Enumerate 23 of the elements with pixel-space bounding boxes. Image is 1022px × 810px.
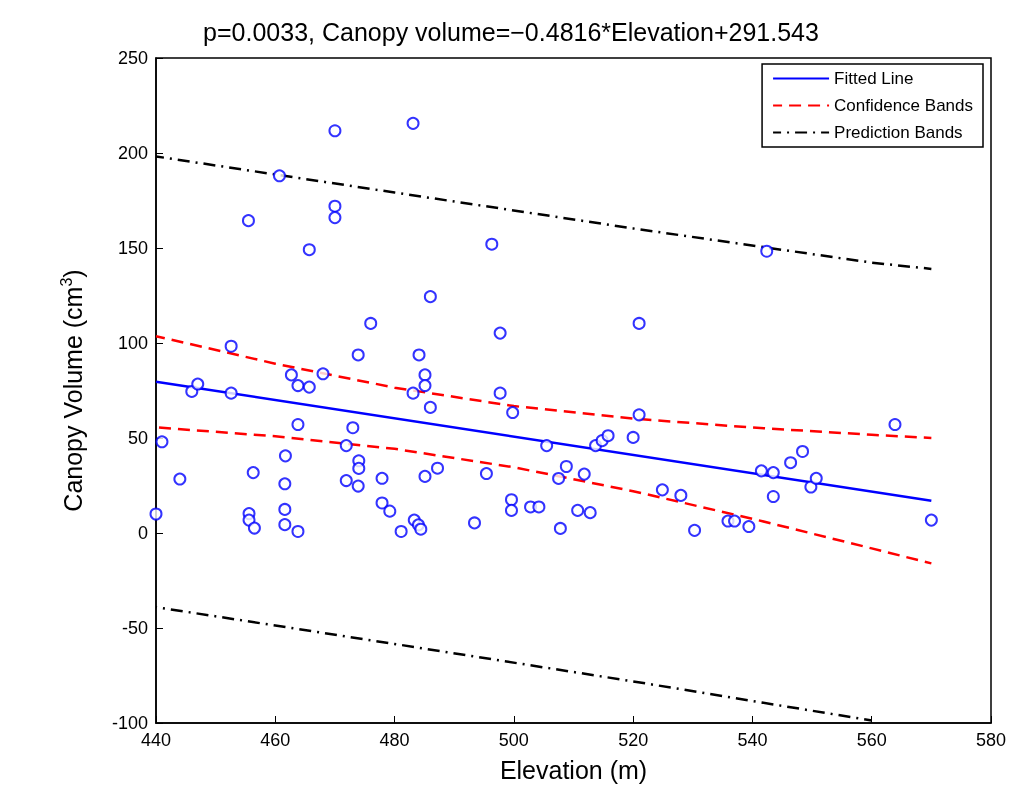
y-tick-label: 0	[137, 523, 148, 543]
legend-label: Fitted Line	[834, 69, 914, 88]
y-axis-title: Canopy Volume (cm3)	[57, 269, 87, 512]
x-tick-label: 520	[618, 730, 649, 750]
legend-label: Prediction Bands	[834, 123, 963, 142]
line-series	[154, 334, 933, 440]
x-tick-label: 540	[737, 730, 768, 750]
chart-title: p=0.0033, Canopy volume=−0.4816*Elevation+291.543	[203, 17, 819, 46]
x-tick-label: 500	[498, 730, 529, 750]
x-tick-label: 440	[140, 730, 172, 750]
y-tick-label: 50	[127, 428, 148, 448]
legend-label: Confidence Bands	[834, 96, 974, 115]
x-axis-title: Elevation (m)	[499, 755, 648, 784]
y-tick-label: 200	[117, 143, 148, 163]
y-tick-label: 100	[117, 333, 148, 353]
y-tick-label: 150	[117, 238, 148, 258]
x-tick-label: 580	[975, 730, 1007, 750]
x-tick-label: 480	[379, 730, 410, 750]
y-tick-label: -100	[111, 713, 148, 733]
x-tick-label: 460	[260, 730, 291, 750]
x-tick-label: 560	[856, 730, 887, 750]
y-tick-label: 250	[117, 48, 148, 68]
y-tick-label: -50	[121, 618, 148, 638]
